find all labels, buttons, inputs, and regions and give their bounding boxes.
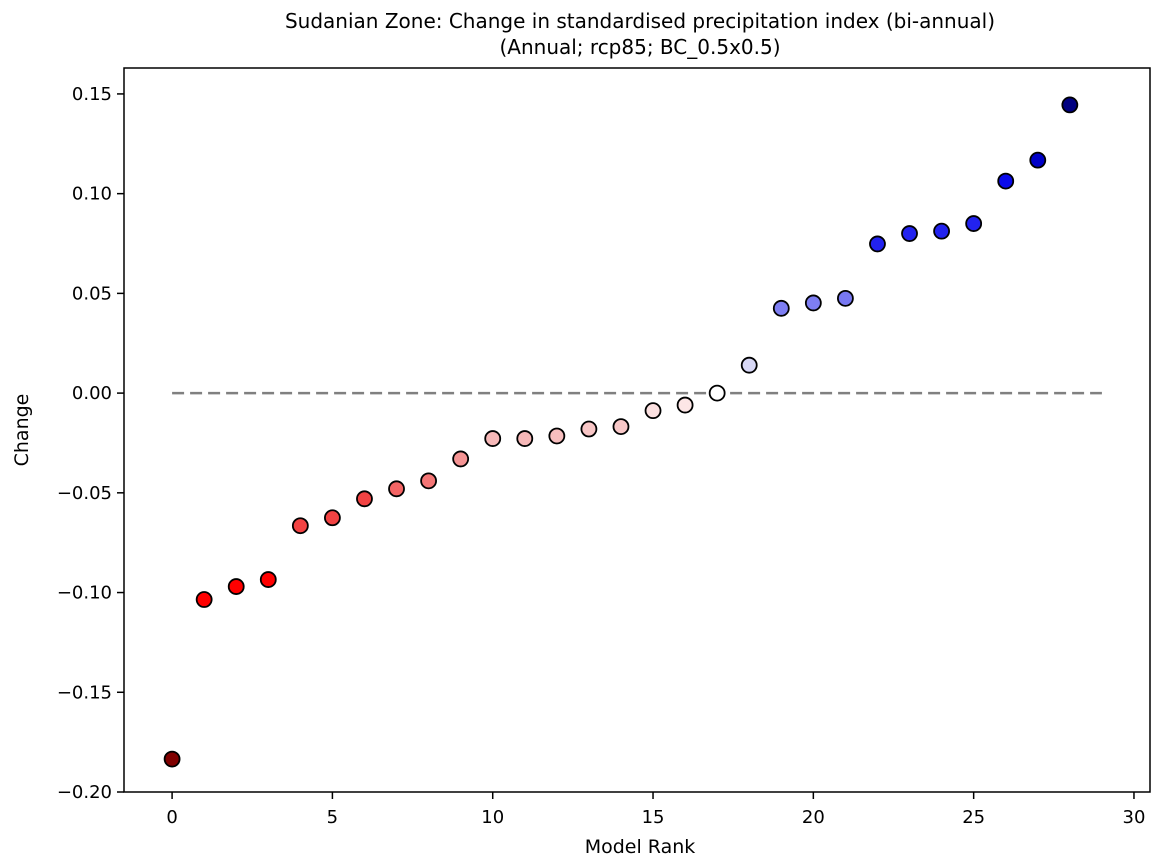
data-point bbox=[163, 750, 181, 768]
data-point bbox=[1061, 96, 1079, 114]
data-point bbox=[452, 450, 470, 468]
x-tick-label: 30 bbox=[1123, 807, 1146, 828]
data-point bbox=[933, 222, 950, 240]
data-point bbox=[356, 490, 373, 508]
data-point bbox=[869, 235, 886, 253]
y-axis-label: Change bbox=[11, 394, 33, 467]
x-axis: 0 5 10 15 20 25 30 bbox=[166, 792, 1145, 828]
y-tick-label: −0.15 bbox=[57, 682, 112, 703]
y-tick-label: −0.20 bbox=[57, 782, 112, 803]
data-point bbox=[291, 517, 309, 535]
data-point bbox=[420, 472, 437, 490]
data-point bbox=[837, 289, 854, 307]
data-point bbox=[388, 480, 405, 498]
data-point bbox=[1029, 151, 1047, 169]
x-axis-label: Model Rank bbox=[585, 836, 696, 858]
data-point bbox=[484, 430, 502, 447]
y-axis: −0.20 −0.15 −0.10 −0.05 0.00 0.05 0.10 0.15 bbox=[57, 84, 124, 803]
data-point bbox=[965, 215, 983, 232]
chart-title: Sudanian Zone: Change in standardised pr… bbox=[285, 9, 995, 33]
y-tick-label: 0.15 bbox=[72, 84, 112, 105]
x-tick-label: 20 bbox=[802, 807, 825, 828]
y-tick-label: −0.05 bbox=[57, 483, 112, 504]
x-tick-label: 25 bbox=[962, 807, 985, 828]
x-tick-label: 0 bbox=[166, 807, 177, 828]
data-point bbox=[580, 420, 598, 438]
data-point bbox=[997, 172, 1015, 190]
y-tick-label: 0.05 bbox=[72, 283, 112, 304]
x-tick-label: 5 bbox=[327, 807, 338, 828]
y-tick-label: −0.10 bbox=[57, 583, 112, 604]
data-point bbox=[708, 384, 726, 402]
y-tick-label: 0.00 bbox=[72, 383, 112, 404]
data-point bbox=[324, 509, 341, 527]
plot-frame bbox=[123, 67, 1151, 793]
data-point bbox=[740, 356, 758, 374]
data-point bbox=[195, 591, 213, 608]
data-point bbox=[772, 299, 790, 317]
x-tick-label: 15 bbox=[642, 807, 665, 828]
data-point bbox=[644, 402, 662, 420]
data-point bbox=[516, 430, 534, 447]
data-point bbox=[612, 418, 630, 436]
data-point bbox=[901, 225, 918, 242]
x-tick-label: 10 bbox=[481, 807, 504, 828]
data-point bbox=[804, 294, 822, 312]
data-point bbox=[676, 396, 694, 414]
data-point bbox=[259, 571, 277, 588]
chart-subtitle: (Annual; rcp85; BC_0.5x0.5) bbox=[499, 35, 780, 59]
data-points bbox=[163, 96, 1079, 768]
data-point bbox=[548, 427, 566, 445]
y-tick-label: 0.10 bbox=[72, 184, 112, 205]
data-point bbox=[227, 578, 245, 595]
